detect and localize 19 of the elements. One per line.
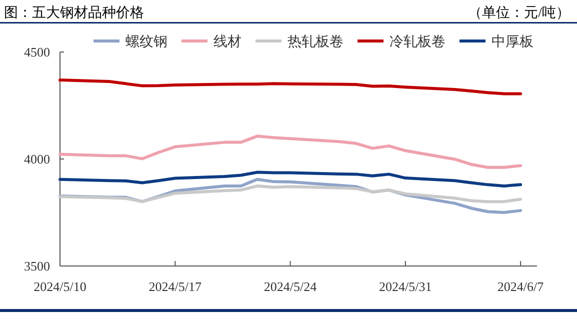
legend-label: 热轧板卷 (288, 34, 344, 50)
chart-title: 图：五大钢材品种价格 (4, 5, 144, 21)
y-tick-label: 4000 (24, 152, 50, 166)
legend-label: 螺纹钢 (126, 34, 168, 50)
line-series (58, 170, 522, 188)
x-tick-label: 2024/5/24 (264, 279, 318, 294)
chart-subtitle: （单位：元/吨） (468, 5, 570, 21)
line-series (58, 78, 522, 96)
legend-label: 中厚板 (492, 34, 534, 50)
legend-label: 冷轧板卷 (390, 34, 446, 50)
line-series (58, 134, 522, 169)
legend-label: 线材 (214, 34, 242, 50)
x-tick-label: 2024/5/31 (379, 279, 432, 294)
line-series (58, 184, 522, 204)
x-tick-label: 2024/6/7 (497, 279, 544, 294)
x-tick-label: 2024/5/10 (34, 279, 86, 294)
y-tick-label: 4500 (24, 44, 50, 60)
y-tick-label: 3500 (24, 258, 50, 274)
x-tick-label: 2024/5/17 (148, 279, 202, 294)
